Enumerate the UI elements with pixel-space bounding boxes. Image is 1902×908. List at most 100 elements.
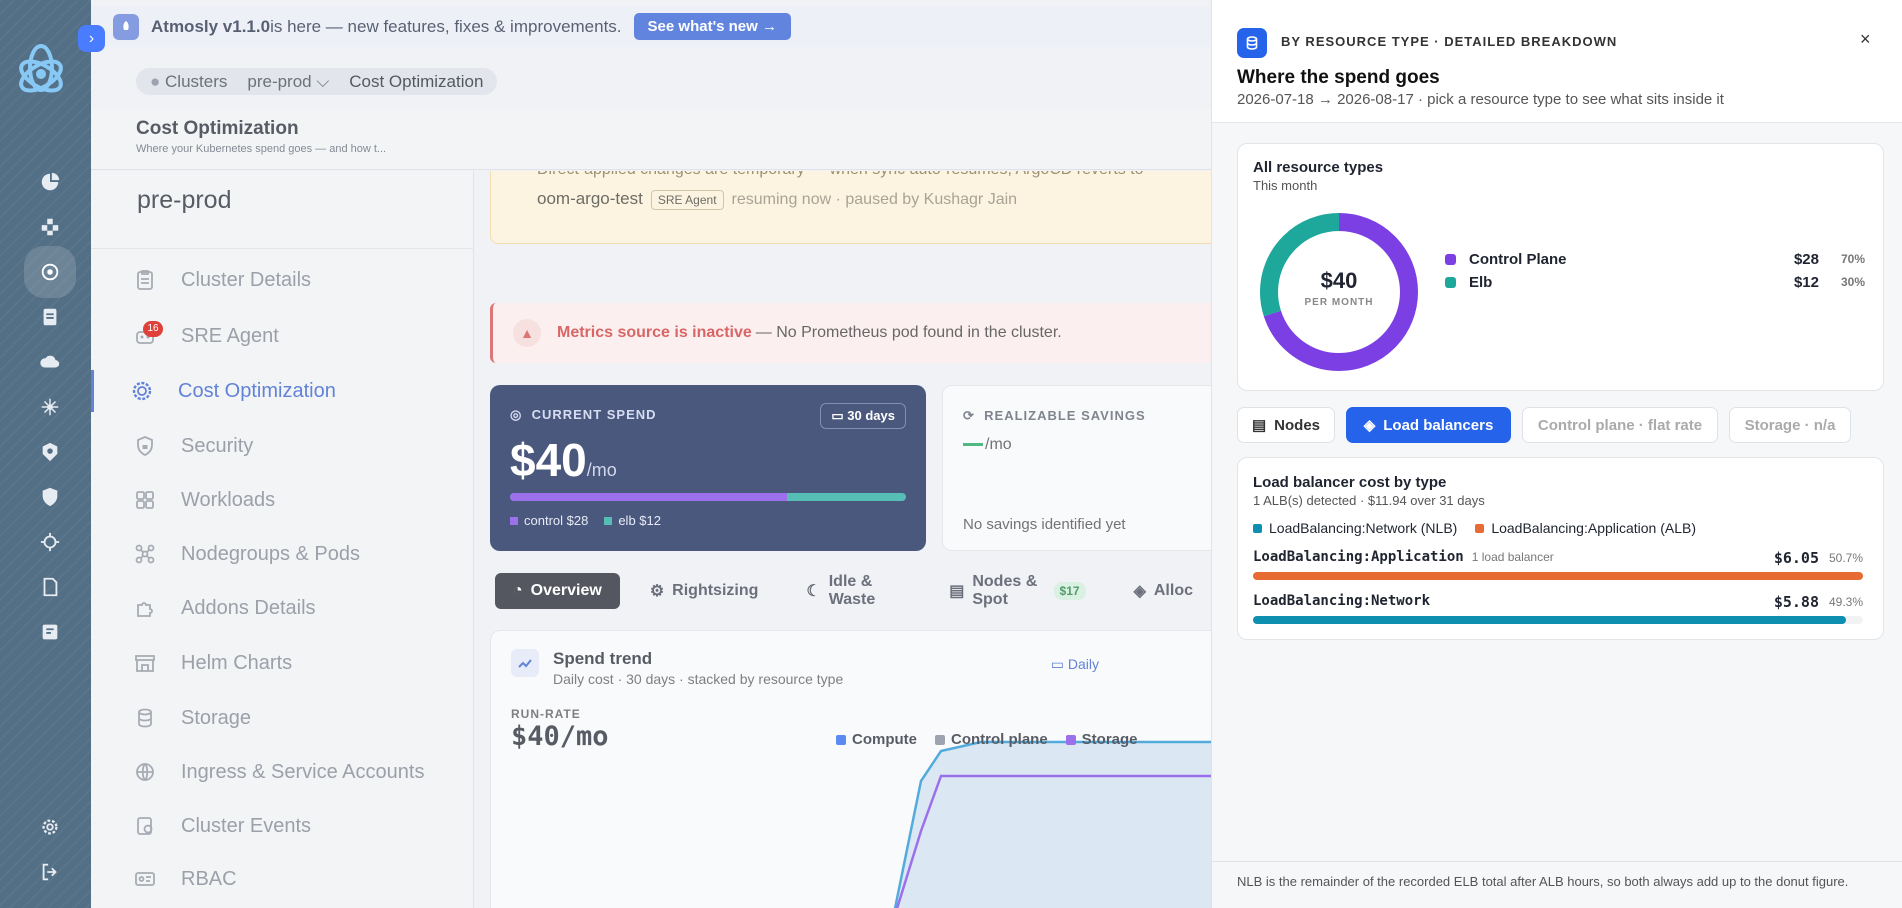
breadcrumb-env[interactable]: pre-prod ⌵ [247,71,330,91]
whats-new-button[interactable]: See what's new → [633,13,791,40]
rail-logout-icon[interactable] [24,852,76,892]
page-title: Cost Optimization [136,118,299,139]
drawer-tab-load-balancers[interactable]: ◈ Load balancers [1346,407,1511,443]
atmosly-logo-icon[interactable] [8,38,74,104]
grid-icon [131,486,159,514]
metrics-error-alert: ▲ Metrics source is inactive — No Promet… [490,303,1211,363]
rail-docs-icon[interactable] [24,567,76,607]
nav-item-workloads[interactable]: Workloads [131,480,275,520]
drawer-header [1212,0,1902,123]
rail-security-icon[interactable] [24,477,76,517]
nav-item-security[interactable]: Security [131,426,253,466]
drawer-tab-storage[interactable]: Storage · n/a [1729,407,1851,443]
network-icon [131,540,159,568]
current-spend-unit: /mo [586,460,617,480]
rocket-icon [113,13,139,40]
nav-item-helm-charts[interactable]: Helm Charts [131,643,292,683]
lb-row-sub: 1 load balancer [1471,550,1554,564]
donut-total-label: PER MONTH [1304,297,1374,308]
nav-divider [91,248,474,249]
breadcrumb: ● Clusters pre-prod ⌵ Cost Optimization [136,68,498,95]
close-button[interactable]: × [1860,29,1871,50]
nav-item-nodegroups-pods[interactable]: Nodegroups & Pods [131,534,360,574]
realizable-savings-card: ⟳ REALIZABLE SAVINGS /mo No savings iden… [942,385,1211,551]
rail-billing-icon[interactable] [24,612,76,652]
drawer-tab-control-plane[interactable]: Control plane · flat rate [1522,407,1718,443]
lb-row-value: $6.05 [1773,549,1819,567]
lb-row-fill-network [1253,616,1846,624]
legend-control-plane: Control plane [935,731,1048,748]
sre-agent-badge: 16 [143,321,163,337]
warning-app: oom-argo-test [537,189,643,208]
nav-item-addons-details[interactable]: Addons Details [131,588,316,628]
tab-allocation[interactable]: ◈ Alloc [1133,582,1193,600]
tab-nodes-spot[interactable]: ▤ Nodes & Spot $17 [931,573,1103,609]
savings-icon: ⟳ [963,408,975,423]
tab-rightsizing[interactable]: ⚙ Rightsizing [649,582,759,600]
donut-total: $40 [1320,268,1358,293]
drawer-subtitle: 2026-07-18 → 2026-08-17 · pick a resourc… [1237,91,1724,108]
lb-row-fill-application [1253,572,1863,580]
spend-trend-chart [893,740,1211,908]
granularity-selector[interactable]: ▭ Daily [1050,656,1099,672]
warning-tag: SRE Agent [650,190,724,210]
nav-item-cluster-events[interactable]: Cluster Events [131,806,311,846]
summary-legend-elb: Elb $12 30% [1445,272,1865,292]
nav-item-ingress-service-accounts[interactable]: Ingress & Service Accounts [131,752,424,792]
runrate-value: $40/mo [511,721,609,752]
expand-sidebar-button[interactable]: › [78,25,105,52]
rail-kubernetes-icon[interactable] [24,432,76,472]
period-selector[interactable]: ▭ 30 days [820,403,906,429]
nav-item-storage[interactable]: Storage [131,698,251,738]
tab-idle-waste[interactable]: ☾ Idle & Waste [806,573,876,608]
rail-clusters-icon[interactable] [24,246,76,298]
trend-area-fill [895,742,1211,908]
load-balancer-card: Load balancer cost by type 1 ALB(s) dete… [1237,457,1884,640]
banner-version: Atmosly v1.1.0 [151,16,271,36]
legend-control: control $28 [510,513,588,528]
puzzle-icon [131,594,159,622]
nav-item-cluster-details[interactable]: Cluster Details [131,260,311,300]
spend-split-bar [510,493,906,501]
nav-item-sre-agent[interactable]: SRE Agent [131,316,279,356]
banner-text: is here — new features, fixes & improvem… [270,16,622,36]
drawer-tab-nodes[interactable]: ▤ Nodes [1237,407,1335,443]
error-text: — No Prometheus pod found in the cluster… [755,324,1062,341]
release-banner: Atmosly v1.1.0 is here — new features, f… [91,6,1211,47]
lb-legend-nlb: LoadBalancing:Network (NLB) [1253,520,1457,536]
breadcrumb-clusters[interactable]: ● Clusters [150,71,228,91]
close-icon: × [1860,29,1871,49]
spend-trend-card: Spend trend Daily cost · 30 days · stack… [490,630,1211,908]
savings-label: REALIZABLE SAVINGS [984,408,1146,423]
rail-integrations-icon[interactable] [24,207,76,247]
resource-donut [1260,213,1418,371]
lb-title: Load balancer cost by type [1253,474,1447,491]
shield-lock-icon [131,432,159,460]
runrate-label: RUN-RATE [511,707,581,721]
rail-deploy-icon[interactable] [24,342,76,382]
nav-item-cost-optimization[interactable]: Cost Optimization [128,371,336,411]
lb-subtitle: 1 ALB(s) detected · $11.94 over 31 days [1253,493,1485,508]
legend-storage: Storage [1065,731,1138,748]
current-spend-card: ◎ CURRENT SPEND ▭ 30 days $40/mo control… [490,385,926,551]
gauge-icon: ◔ [513,582,523,599]
lb-row-pct: 49.3% [1828,595,1863,609]
rail-settings-icon[interactable] [24,807,76,847]
trend-line-control [895,774,1211,908]
summary-title: All resource types [1253,159,1384,176]
rail-network-icon[interactable] [24,387,76,427]
rail-dashboard-icon[interactable] [24,162,76,202]
chevron-right-icon: › [88,29,95,47]
nodes-spot-pill: $17 [1053,582,1086,600]
content-area: Direct-applied changes are temporary — w… [474,171,1211,908]
modal-backdrop[interactable] [0,0,1211,908]
nav-item-rbac[interactable]: RBAC [131,859,237,899]
lb-legend-alb: LoadBalancing:Application (ALB) [1475,520,1696,536]
tab-overview[interactable]: ◔ Overview [495,573,620,609]
rail-helm-icon[interactable] [24,522,76,562]
donut-slice-elb[interactable] [1260,213,1418,371]
warning-status: resuming now · paused by Kushagr Jain [731,191,1018,208]
rail-reports-icon[interactable] [24,297,76,337]
savings-empty-text: No savings identified yet [963,516,1126,533]
summary-subtitle: This month [1253,178,1318,193]
